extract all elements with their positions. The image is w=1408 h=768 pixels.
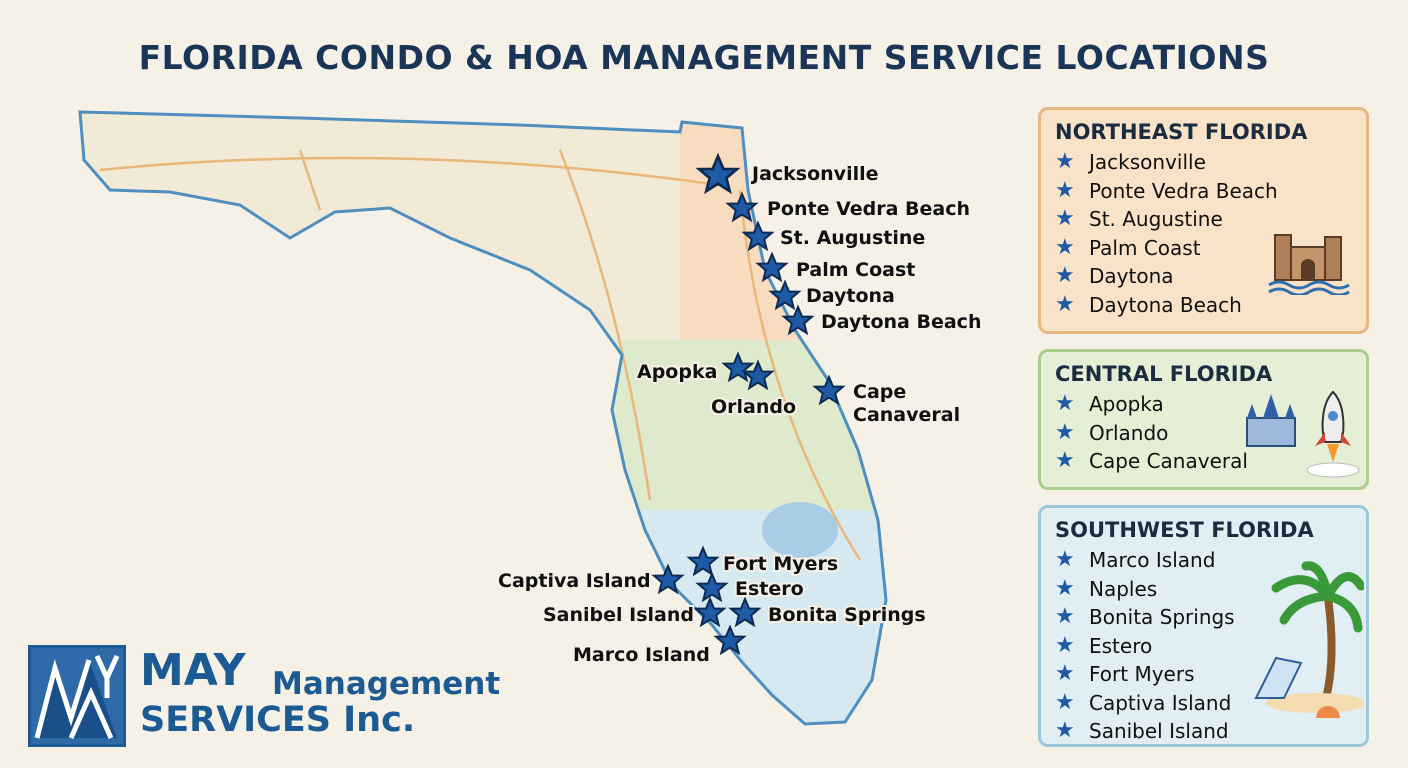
page-title: FLORIDA CONDO & HOA MANAGEMENT SERVICE L… bbox=[138, 38, 1270, 77]
logo-text-may: MAY bbox=[140, 645, 246, 696]
castle-icon bbox=[1268, 234, 1350, 295]
logo-text-management: Management bbox=[272, 666, 501, 702]
label-estero: Estero bbox=[735, 578, 804, 600]
label-marco: Marco Island bbox=[573, 644, 710, 666]
label-palm-coast: Palm Coast bbox=[796, 259, 915, 281]
star-icon: ★ bbox=[1055, 419, 1075, 445]
list-item: ★ Estero bbox=[1055, 632, 1352, 661]
label-cape: Cape bbox=[853, 381, 906, 403]
star-icon: ★ bbox=[1055, 177, 1075, 203]
label-fort-myers: Fort Myers bbox=[723, 553, 838, 575]
star-icon: ★ bbox=[1055, 263, 1075, 288]
star-icon: ★ bbox=[1055, 234, 1075, 260]
label-captiva: Captiva Island bbox=[498, 570, 651, 592]
star-icon: ★ bbox=[1055, 448, 1075, 473]
star-icon: ★ bbox=[1055, 661, 1075, 686]
star-icon: ★ bbox=[1055, 206, 1075, 231]
list-item: ★ Ponte Vedra Beach bbox=[1055, 177, 1352, 206]
castle-icon bbox=[1246, 394, 1296, 447]
star-icon: ★ bbox=[1055, 689, 1075, 715]
label-bonita: Bonita Springs bbox=[768, 604, 926, 626]
panel-southwest: SOUTHWEST FLORIDA ★ Marco Island ★ Naples … bbox=[1038, 505, 1369, 747]
panel-title: NORTHEAST FLORIDA bbox=[1055, 120, 1308, 144]
panel-title: CENTRAL FLORIDA bbox=[1055, 362, 1273, 386]
label-orlando: Orlando bbox=[711, 396, 796, 418]
star-icon: ★ bbox=[1055, 291, 1075, 317]
star-icon: ★ bbox=[1055, 575, 1075, 601]
palm-tree-icon bbox=[1254, 561, 1364, 718]
highways bbox=[99, 149, 862, 561]
list-item: ★ Daytona Beach bbox=[1055, 291, 1352, 320]
label-ponte-vedra: Ponte Vedra Beach bbox=[767, 198, 970, 220]
star-icon: ★ bbox=[1055, 547, 1075, 572]
label-daytona-beach: Daytona Beach bbox=[821, 311, 981, 333]
list-item: ★ Naples bbox=[1055, 575, 1352, 604]
list-item: ★ Captiva Island bbox=[1055, 689, 1352, 718]
list-item: ★ Daytona bbox=[1055, 262, 1352, 291]
list-item: ★ Palm Coast bbox=[1055, 234, 1352, 263]
lake-okeechobee bbox=[762, 502, 838, 558]
list-item: ★ Orlando bbox=[1055, 419, 1352, 448]
logo-text-services: SERVICES Inc. bbox=[140, 700, 416, 740]
label-sanibel: Sanibel Island bbox=[543, 604, 694, 626]
may-logo-icon bbox=[34, 654, 120, 740]
panel-northeast: NORTHEAST FLORIDA ★ Jacksonville ★ Ponte V… bbox=[1038, 107, 1369, 334]
list-item: ★ Bonita Springs bbox=[1055, 603, 1352, 632]
list-item: ★ Marco Island bbox=[1055, 546, 1352, 575]
label-st-augustine: St. Augustine bbox=[780, 227, 925, 249]
list-item: ★ Apopka bbox=[1055, 390, 1352, 419]
panel-central: CENTRAL FLORIDA ★ Apopka ★ Orlando ★ Cape C… bbox=[1038, 349, 1369, 490]
list-item: ★ Fort Myers bbox=[1055, 660, 1352, 689]
rocket-icon bbox=[1306, 390, 1360, 478]
label-daytona: Daytona bbox=[806, 285, 895, 307]
star-icon: ★ bbox=[1055, 149, 1075, 174]
star-icon: ★ bbox=[1055, 632, 1075, 658]
star-icon: ★ bbox=[1055, 718, 1075, 743]
logo-mark bbox=[28, 645, 126, 747]
star-icon: ★ bbox=[1055, 604, 1075, 629]
star-icon: ★ bbox=[1055, 391, 1075, 416]
label-jacksonville: Jacksonville bbox=[750, 163, 879, 185]
list-item: ★ Cape Canaveral bbox=[1055, 447, 1352, 476]
label-apopka: Apopka bbox=[637, 361, 717, 383]
label-canaveral: Canaveral bbox=[853, 404, 960, 426]
list-item: ★ Jacksonville bbox=[1055, 148, 1352, 177]
list-item: ★ St. Augustine bbox=[1055, 205, 1352, 234]
city-labels: Jacksonville Ponte Vedra Beach St. Augus… bbox=[496, 161, 983, 668]
panel-title: SOUTHWEST FLORIDA bbox=[1055, 518, 1314, 542]
list-item: ★ Sanibel Island bbox=[1055, 717, 1352, 746]
